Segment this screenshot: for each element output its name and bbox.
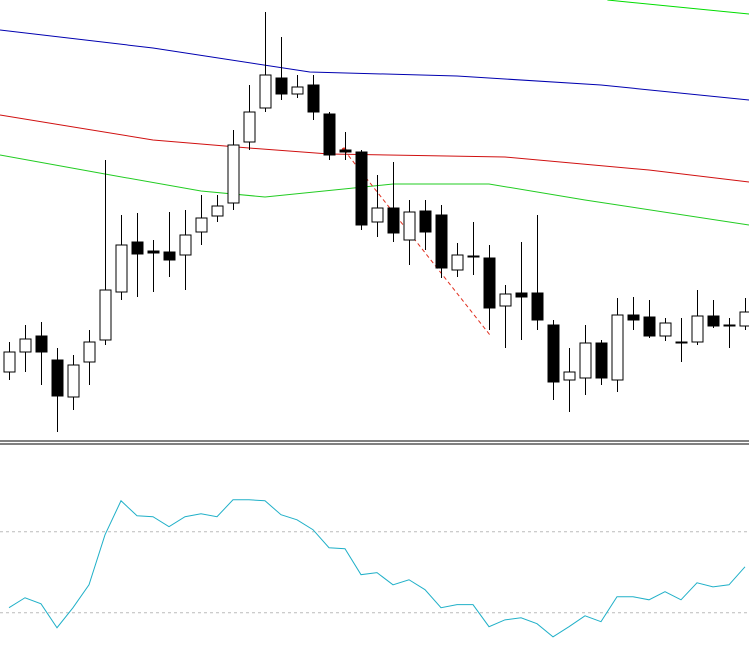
candle-body: [579, 342, 592, 379]
candle-body: [307, 84, 320, 113]
candle-body: [147, 250, 160, 254]
oscillator-line: [8, 499, 746, 638]
candle-body: [291, 86, 304, 95]
candle-body: [355, 151, 368, 226]
candle-body: [595, 342, 608, 379]
candle-body: [259, 74, 272, 109]
candle-body: [659, 322, 672, 337]
candle-body: [643, 316, 656, 337]
candle-body: [131, 241, 144, 255]
candle-body: [99, 289, 112, 341]
candle-body: [403, 211, 416, 241]
candle-body: [195, 217, 208, 233]
moving-average: [0, 29, 749, 101]
candle-body: [323, 113, 336, 156]
candle-body: [35, 335, 48, 353]
candle-body: [371, 207, 384, 223]
candle-body: [227, 144, 240, 204]
candle-body: [67, 364, 80, 398]
candle-body: [3, 351, 16, 373]
candle-body: [435, 214, 448, 269]
candle-body: [387, 207, 400, 234]
candle-body: [115, 244, 128, 293]
moving-average: [607, 0, 749, 15]
candle-body: [707, 315, 720, 327]
candle-body: [19, 338, 32, 353]
candle-body: [243, 111, 256, 143]
candle-body: [611, 314, 624, 381]
candle-body: [179, 234, 192, 256]
moving-average: [0, 154, 749, 226]
candle-body: [483, 257, 496, 309]
candle-body: [723, 324, 736, 327]
candle-body: [419, 210, 432, 233]
candle-body: [83, 341, 96, 363]
moving-average: [0, 114, 749, 183]
candle-body: [515, 292, 528, 298]
candle-body: [563, 371, 576, 381]
candle-body: [163, 251, 176, 261]
candle-body: [627, 314, 640, 321]
candle-body: [451, 254, 464, 271]
candle-body: [691, 315, 704, 343]
candle-body: [467, 255, 480, 258]
candle-body: [531, 292, 544, 321]
candle-body: [675, 341, 688, 344]
candle-body: [499, 293, 512, 307]
candle-body: [547, 324, 560, 383]
candle-body: [275, 77, 288, 95]
candle-body: [339, 149, 352, 153]
candle-body: [739, 311, 749, 327]
candle-body: [51, 359, 64, 397]
candle-body: [211, 205, 224, 217]
trendline: [343, 149, 491, 336]
